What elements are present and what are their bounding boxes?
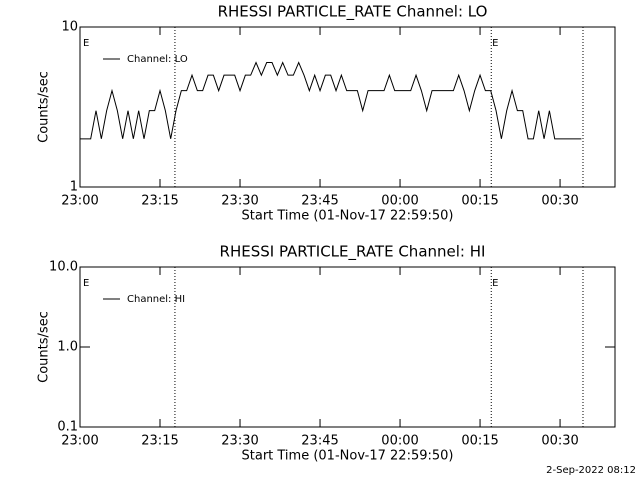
annotation: E bbox=[83, 278, 89, 289]
x-tick-label: 00:30 bbox=[541, 434, 578, 449]
y-axis-label: Counts/sec bbox=[37, 71, 52, 143]
annotation: E bbox=[492, 278, 498, 289]
x-tick-label: 00:30 bbox=[541, 194, 578, 209]
series-line bbox=[80, 61, 582, 140]
x-tick-label: 00:00 bbox=[381, 194, 418, 209]
x-axis-label: Start Time (01-Nov-17 22:59:50) bbox=[242, 449, 454, 464]
x-tick-label: 23:15 bbox=[141, 194, 178, 209]
x-tick-label: 00:15 bbox=[461, 194, 498, 209]
legend-label: Channel: HI bbox=[127, 294, 185, 305]
annotation: E bbox=[83, 38, 89, 49]
y-tick-label: 1.0 bbox=[57, 340, 78, 355]
plot-frame bbox=[79, 266, 616, 428]
x-tick-label: 23:00 bbox=[61, 434, 98, 449]
x-tick-label: 23:00 bbox=[61, 194, 98, 209]
legend-label: Channel: LO bbox=[127, 54, 188, 65]
plot-frame bbox=[79, 26, 616, 188]
chart-title: RHESSI PARTICLE_RATE Channel: LO bbox=[218, 3, 488, 22]
y-tick-label: 10.0 bbox=[49, 260, 78, 275]
x-tick-label: 23:30 bbox=[221, 434, 258, 449]
x-tick-label: 00:15 bbox=[461, 434, 498, 449]
x-tick-label: 23:30 bbox=[221, 194, 258, 209]
x-tick-label: 23:45 bbox=[301, 194, 338, 209]
y-tick-label: 1 bbox=[70, 180, 78, 195]
x-tick-label: 23:15 bbox=[141, 434, 178, 449]
footer: 2-Sep-2022 08:12 bbox=[546, 465, 636, 476]
y-tick-label: 0.1 bbox=[57, 420, 78, 435]
chart-title: RHESSI PARTICLE_RATE Channel: HI bbox=[220, 243, 486, 262]
y-tick-label: 10 bbox=[61, 20, 78, 35]
annotation: E bbox=[492, 38, 498, 49]
x-tick-label: 23:45 bbox=[301, 434, 338, 449]
x-tick-label: 00:00 bbox=[381, 434, 418, 449]
y-axis-label: Counts/sec bbox=[37, 311, 52, 383]
x-axis-label: Start Time (01-Nov-17 22:59:50) bbox=[242, 209, 454, 224]
